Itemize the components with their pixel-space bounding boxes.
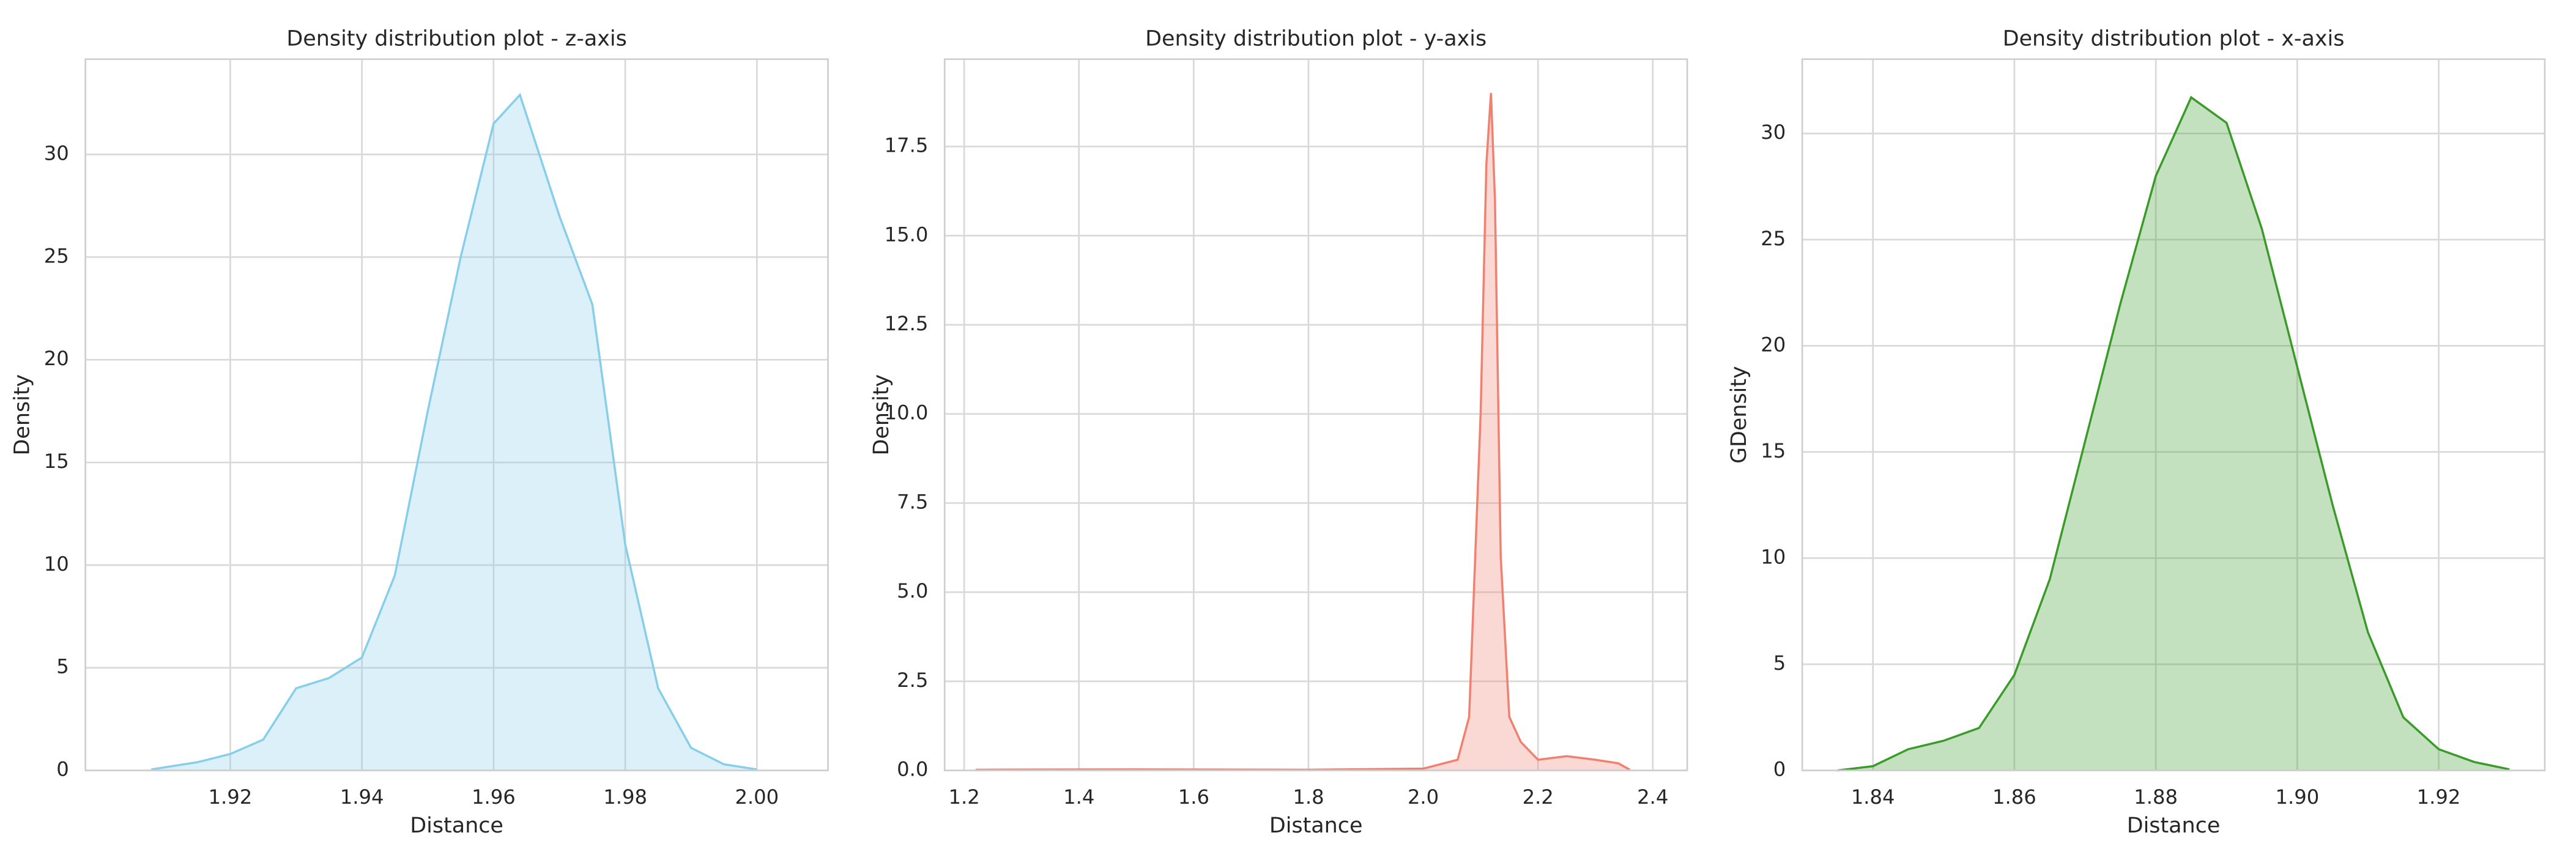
x-tick-label: 1.8 [1293,785,1324,809]
x-tick-label: 1.4 [1063,785,1094,809]
y-axis-label: Density [869,374,894,456]
density-line [975,92,1631,771]
y-tick-label: 30 [1761,120,1786,144]
y-tick-label: 0 [1773,758,1786,781]
x-axis-label: Distance [410,814,503,838]
plot-frame [943,58,1688,771]
plot-background [1802,59,2545,771]
x-tick-label: 1.94 [340,785,384,809]
plot-background [85,59,828,771]
chart-title: Density distribution plot - z-axis [286,27,626,51]
y-tick-label: 2.5 [897,669,928,692]
y-tick-label: 15 [44,450,69,473]
density-area [151,95,757,771]
x-tick-label: 2.0 [1408,785,1439,809]
y-tick-label: 15 [1761,439,1786,462]
plot-background [945,59,1688,771]
y-tick-label: 7.5 [897,490,928,513]
y-tick-label: 10 [44,552,69,576]
y-tick-label: 15.0 [885,223,929,246]
y-tick-label: 5 [56,655,69,678]
x-tick-label: 1.84 [1851,785,1895,809]
y-tick-label: 25 [1761,227,1786,250]
y-tick-label: 12.5 [885,312,929,335]
x-tick-label: 2.4 [1637,785,1668,809]
x-axis-label: Distance [2127,814,2221,838]
x-tick-label: 1.98 [603,785,647,809]
density-line [150,92,757,771]
y-tick-label: 0.0 [897,758,928,781]
y-tick-label: 17.5 [885,134,929,157]
chart-title: Density distribution plot - x-axis [2003,27,2345,51]
plot-frame [84,58,829,771]
chart-title: Density distribution plot - y-axis [1145,27,1487,51]
x-tick-label: 1.96 [472,785,516,809]
x-tick-label: 1.88 [2134,785,2178,809]
y-tick-label: 5.0 [897,579,928,602]
x-tick-label: 1.90 [2275,785,2319,809]
plot-frame [1801,58,2546,771]
x-tick-label: 2.2 [1523,785,1554,809]
x-tick-label: 2.00 [735,785,779,809]
density-line [1837,95,2510,772]
y-tick-label: 5 [1773,651,1786,675]
x-tick-label: 1.2 [948,785,979,809]
x-tick-label: 1.86 [1992,785,2036,809]
x-axis-label: Distance [1269,814,1363,838]
y-tick-label: 25 [44,244,69,267]
y-tick-label: 30 [44,141,69,165]
y-axis-label: Density [10,374,35,456]
y-tick-label: 20 [44,347,69,370]
y-tick-label: 10 [1761,545,1786,568]
y-tick-label: 20 [1761,333,1786,356]
density-area [1837,97,2510,771]
x-tick-label: 1.92 [209,785,253,809]
x-tick-label: 1.92 [2417,785,2461,809]
y-tick-label: 10.0 [885,401,929,424]
x-tick-label: 1.6 [1178,785,1209,809]
y-axis-label: GDensity [1727,366,1751,464]
y-tick-label: 0 [56,758,69,781]
